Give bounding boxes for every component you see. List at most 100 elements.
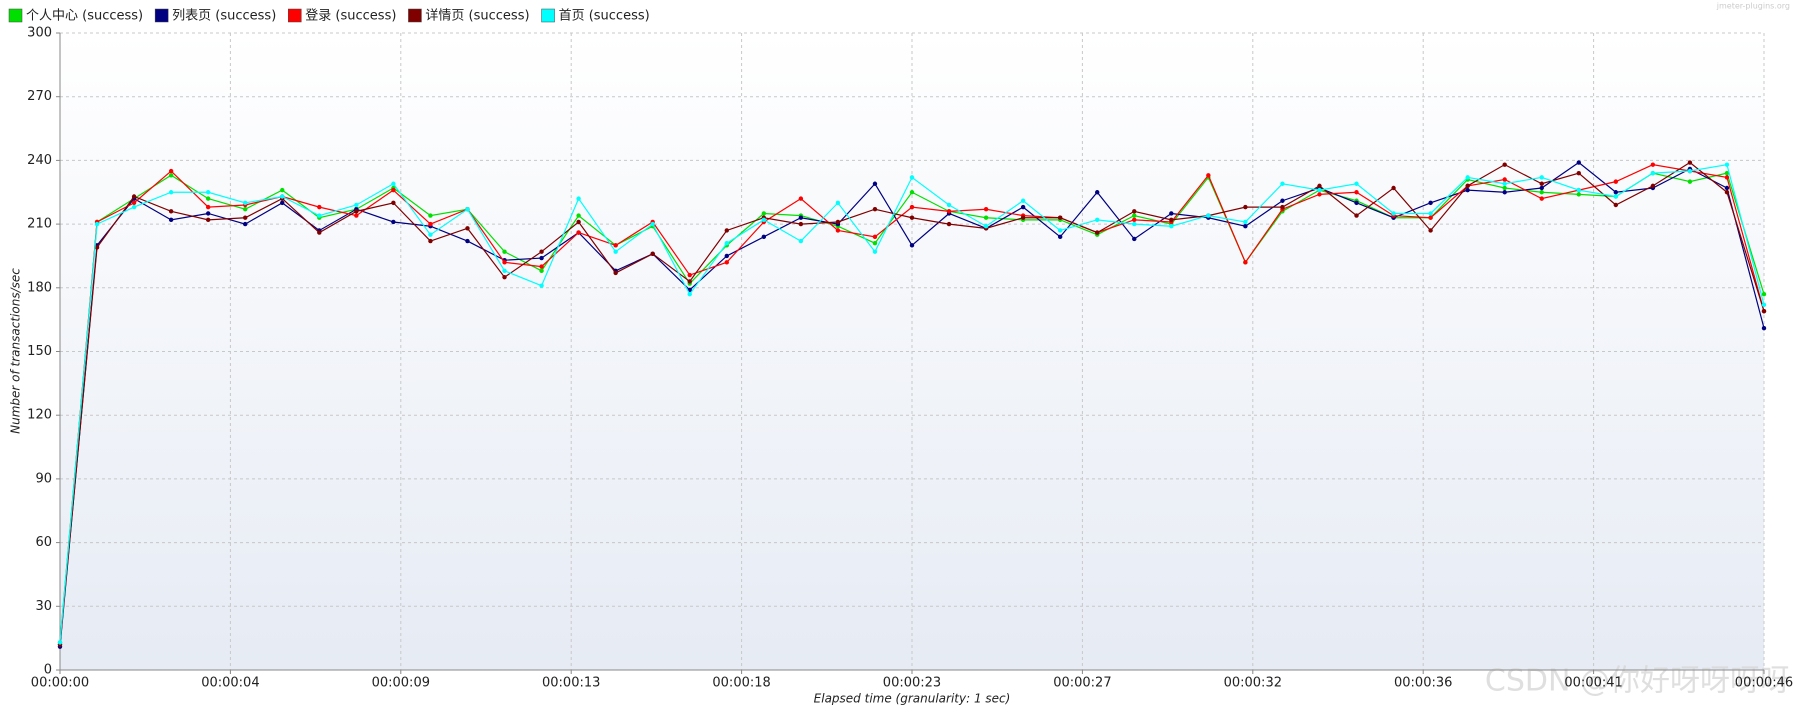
data-point <box>1354 213 1359 218</box>
legend-label: 登录 (success) <box>305 9 396 24</box>
data-point <box>1280 181 1285 186</box>
data-point <box>761 217 767 223</box>
data-point <box>835 200 841 206</box>
data-point <box>687 272 692 278</box>
data-point <box>243 207 248 212</box>
data-point <box>539 283 544 288</box>
data-point <box>94 221 100 227</box>
data-point <box>1613 179 1619 184</box>
y-tick-label: 270 <box>27 89 52 104</box>
data-point <box>502 249 507 254</box>
data-point <box>1539 190 1544 195</box>
data-point <box>872 207 878 212</box>
y-tick-label: 60 <box>35 535 52 550</box>
data-point <box>798 215 804 220</box>
data-point <box>1613 190 1619 195</box>
data-point <box>761 211 767 216</box>
data-point <box>1428 228 1433 233</box>
data-point <box>1057 228 1063 233</box>
data-point <box>1243 224 1248 229</box>
x-tick-label: 00:00:41 <box>1564 676 1622 691</box>
x-axis-title: Elapsed time (granularity: 1 sec) <box>814 692 1011 706</box>
data-point <box>1132 236 1137 242</box>
data-point <box>539 268 544 274</box>
data-point <box>576 219 581 225</box>
data-point <box>1613 194 1619 199</box>
data-point <box>1539 196 1544 201</box>
y-tick-label: 150 <box>27 344 52 359</box>
data-point <box>428 213 433 218</box>
data-point <box>1317 183 1322 189</box>
data-point <box>872 234 878 240</box>
data-point <box>1132 221 1137 227</box>
data-point <box>1761 302 1767 307</box>
data-point <box>1057 215 1063 220</box>
data-point <box>317 213 322 218</box>
data-point <box>798 221 804 227</box>
data-point <box>983 207 989 212</box>
data-point <box>1465 183 1470 189</box>
data-point <box>687 279 692 284</box>
data-point <box>1465 175 1470 180</box>
data-point <box>391 181 396 186</box>
data-point <box>1576 170 1581 176</box>
data-point <box>1502 185 1507 191</box>
data-point <box>1576 160 1581 165</box>
data-point <box>465 207 470 212</box>
data-point <box>539 255 544 261</box>
data-point <box>724 241 729 246</box>
data-point <box>1280 198 1285 203</box>
data-point <box>205 196 211 201</box>
data-point <box>205 204 211 210</box>
data-point <box>539 264 544 269</box>
x-tick-label: 00:00:46 <box>1735 676 1793 691</box>
data-point <box>354 209 359 214</box>
legend-item: 首页 (success) <box>541 9 650 24</box>
data-point <box>1502 190 1507 195</box>
data-point <box>909 204 915 210</box>
data-point <box>1761 291 1767 297</box>
data-point <box>576 213 581 218</box>
data-point <box>539 249 544 254</box>
y-tick-label: 210 <box>27 217 52 232</box>
data-point <box>280 187 285 193</box>
legend-label: 详情页 (success) <box>425 9 529 24</box>
x-tick-label: 00:00:36 <box>1394 676 1452 691</box>
data-point <box>1724 162 1730 167</box>
data-point <box>872 241 878 246</box>
data-point <box>1650 183 1656 189</box>
legend-item: 登录 (success) <box>288 9 396 24</box>
data-point <box>354 213 359 218</box>
data-point <box>428 238 433 244</box>
data-point <box>1132 217 1137 223</box>
y-tick-label: 180 <box>27 280 52 295</box>
data-point <box>280 200 285 206</box>
data-point <box>613 270 618 276</box>
data-point <box>576 230 581 235</box>
data-point <box>1020 204 1026 210</box>
data-point <box>946 209 952 214</box>
legend-item: 列表页 (success) <box>154 9 276 24</box>
data-point <box>1539 175 1544 180</box>
x-tick-label: 00:00:09 <box>372 676 430 691</box>
data-point <box>1095 217 1100 223</box>
data-point <box>391 219 396 225</box>
data-point <box>1687 179 1693 184</box>
data-point <box>391 200 396 206</box>
data-point <box>1243 204 1248 210</box>
data-point <box>1132 213 1137 218</box>
data-point <box>1057 234 1063 240</box>
data-point <box>391 187 396 193</box>
data-point <box>1132 209 1137 214</box>
legend-item: 详情页 (success) <box>408 8 530 24</box>
data-point <box>724 253 729 259</box>
data-point <box>168 173 174 178</box>
legend-swatch <box>288 8 302 23</box>
data-point <box>1169 211 1174 216</box>
data-point <box>687 291 692 297</box>
data-point <box>1724 185 1730 191</box>
y-axis-title: Number of transactions/sec <box>9 268 23 434</box>
legend-swatch <box>408 8 422 23</box>
data-point <box>576 196 581 201</box>
